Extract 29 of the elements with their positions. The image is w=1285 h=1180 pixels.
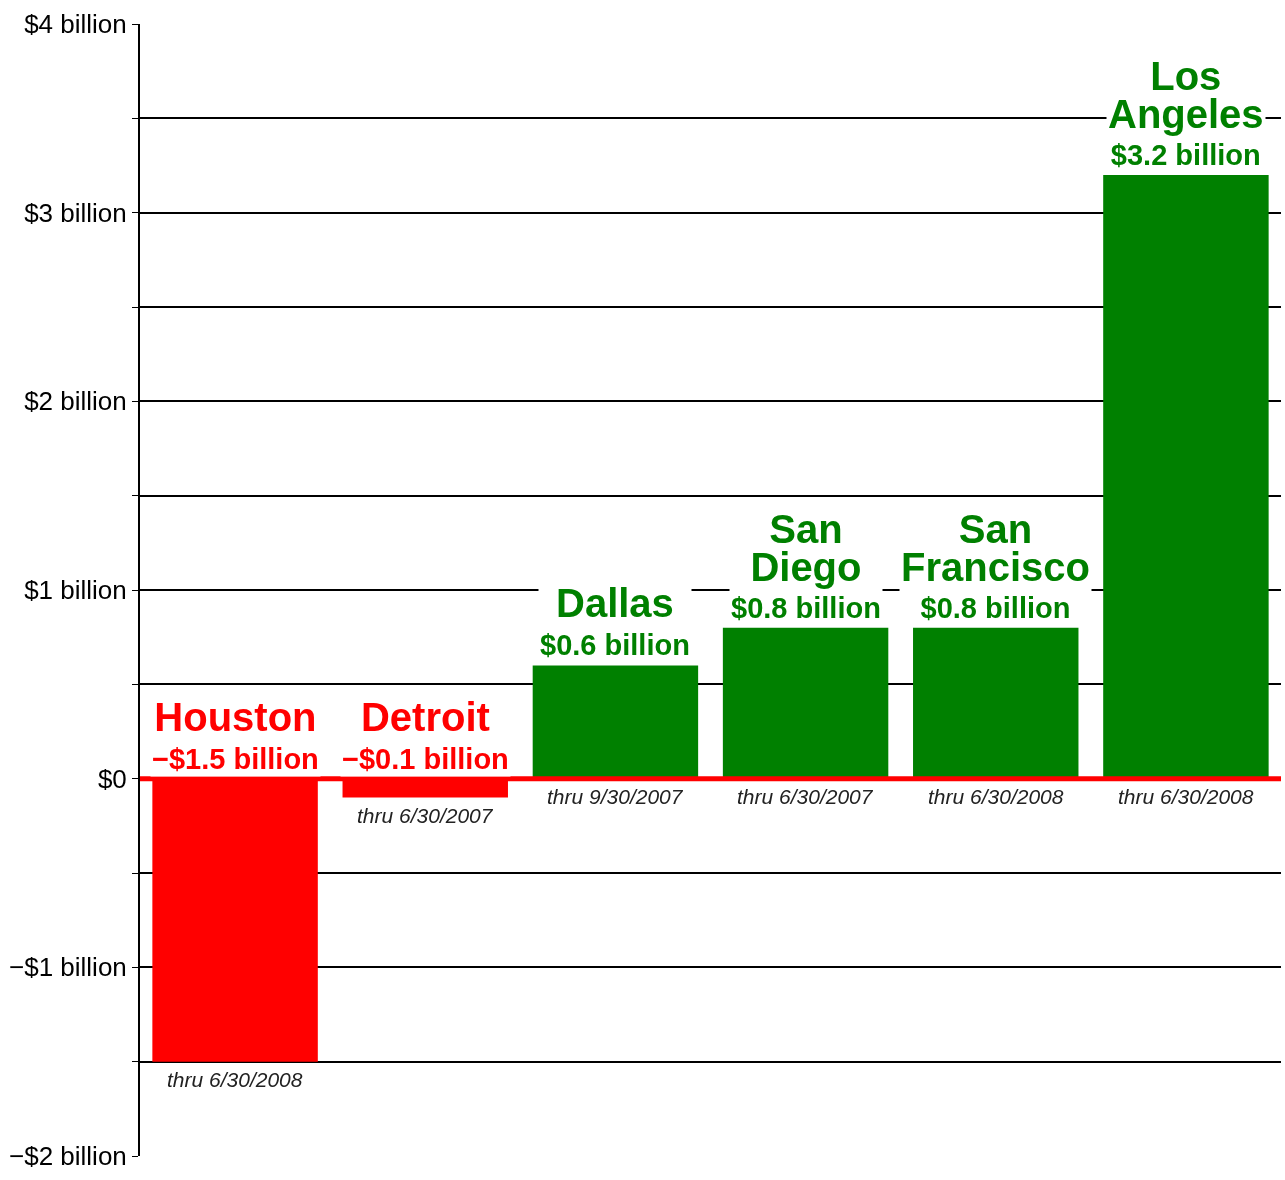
annotation: thru 6/30/2008: [1118, 785, 1254, 808]
x-tick-label: Detroit: [360, 695, 490, 739]
data-label: −$0.1 billion: [342, 742, 509, 775]
bar: [913, 627, 1079, 779]
y-tick-label: −$2 billion: [8, 1141, 127, 1172]
y-tick-label: −$1 billion: [8, 952, 127, 983]
data-label: −$1.5 billion: [152, 742, 319, 775]
y-tick-label: $0: [97, 763, 127, 794]
bar: [1103, 174, 1269, 779]
annotation: thru 6/30/2007: [737, 785, 874, 808]
annotation: thru 9/30/2007: [547, 785, 684, 808]
bar: [722, 627, 889, 779]
x-tick-label: Dallas: [556, 581, 674, 625]
y-tick-label: $4 billion: [24, 9, 127, 40]
data-label: $0.8 billion: [731, 592, 881, 625]
data-label: $3.2 billion: [1110, 139, 1261, 172]
data-label: $0.8 billion: [920, 592, 1071, 625]
annotation: thru 6/30/2008: [167, 1068, 303, 1091]
data-label: $0.6 billion: [540, 628, 690, 661]
annotation: thru 6/30/2007: [357, 804, 494, 827]
x-tick-label: Los Angeles: [1108, 54, 1264, 136]
annotation: thru 6/30/2008: [928, 785, 1064, 808]
y-tick-label: $3 billion: [24, 197, 127, 228]
bar: [532, 665, 699, 779]
y-tick-label: $1 billion: [24, 575, 127, 606]
y-tick-label: $2 billion: [24, 386, 127, 417]
x-tick-label: San Diego: [750, 507, 862, 589]
x-tick-label: San Francisco: [901, 507, 1090, 589]
x-tick-label: Houston: [154, 695, 317, 739]
